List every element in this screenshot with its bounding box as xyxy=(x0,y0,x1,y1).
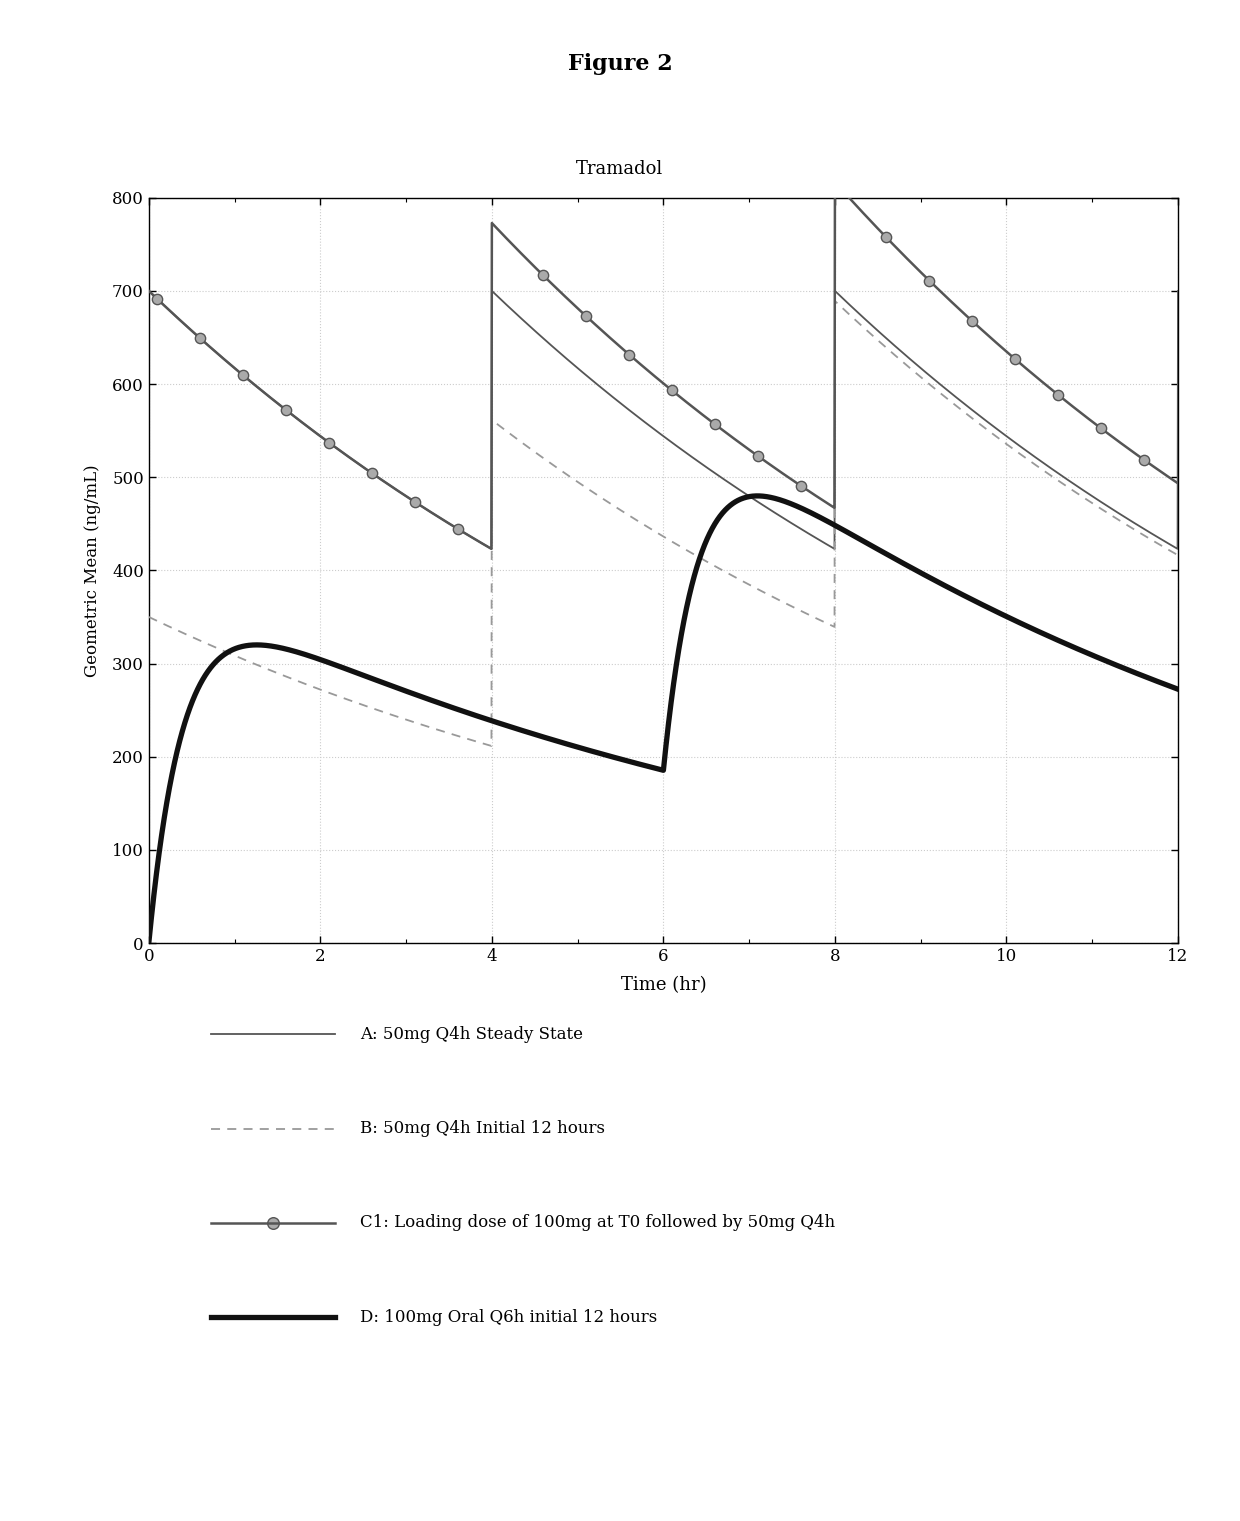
Point xyxy=(362,461,382,485)
Point xyxy=(704,412,724,437)
Point xyxy=(962,309,982,333)
Point xyxy=(277,399,296,423)
Point xyxy=(1091,415,1111,440)
Point xyxy=(191,325,211,350)
Text: B: 50mg Q4h Initial 12 hours: B: 50mg Q4h Initial 12 hours xyxy=(360,1119,605,1138)
Point xyxy=(748,444,768,468)
Point xyxy=(877,225,897,249)
Point xyxy=(577,304,596,329)
Point xyxy=(263,1211,283,1235)
Point xyxy=(1006,347,1025,371)
Point xyxy=(404,490,424,514)
Point xyxy=(148,287,167,312)
Point xyxy=(533,263,553,287)
Point xyxy=(791,473,811,497)
Point xyxy=(919,268,939,292)
Point xyxy=(1048,382,1068,406)
Text: D: 100mg Oral Q6h initial 12 hours: D: 100mg Oral Q6h initial 12 hours xyxy=(360,1308,657,1326)
X-axis label: Time (hr): Time (hr) xyxy=(620,976,707,995)
Text: C1: Loading dose of 100mg at T0 followed by 50mg Q4h: C1: Loading dose of 100mg at T0 followed… xyxy=(360,1214,835,1232)
Text: Tramadol: Tramadol xyxy=(577,160,663,178)
Point xyxy=(1133,447,1153,472)
Point xyxy=(319,430,339,455)
Text: A: 50mg Q4h Steady State: A: 50mg Q4h Steady State xyxy=(360,1025,583,1043)
Y-axis label: Geometric Mean (ng/mL): Geometric Mean (ng/mL) xyxy=(84,464,100,677)
Text: Figure 2: Figure 2 xyxy=(568,53,672,75)
Point xyxy=(233,364,253,388)
Point xyxy=(662,379,682,403)
Point xyxy=(619,342,639,367)
Point xyxy=(448,517,467,541)
